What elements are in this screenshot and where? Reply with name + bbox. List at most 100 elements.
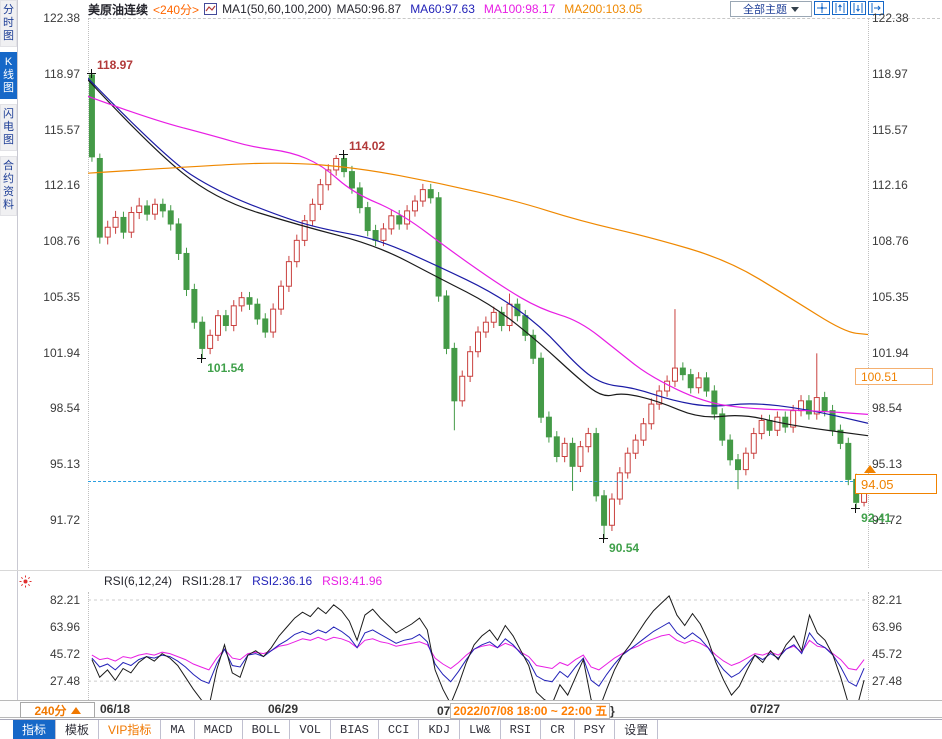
rsi-label-left-2: 45.72: [49, 647, 80, 661]
price-label-left-8: 95.13: [49, 457, 80, 472]
candle-body: [837, 429, 844, 444]
rsi-values: RSI1:28.17 RSI2:36.16 RSI3:41.96: [182, 574, 392, 588]
plot-right-border: [868, 18, 869, 568]
candle-body: [601, 495, 608, 526]
toolbar-tab-5[interactable]: BOLL: [243, 720, 291, 739]
toolbar-tab-11[interactable]: RSI: [501, 720, 542, 739]
current-price-value: 94.05: [861, 476, 894, 492]
compress-horizontal-icon[interactable]: [832, 1, 848, 15]
price-label-right-9: 91.72: [872, 512, 903, 527]
price-label-right-5: 105.35: [872, 289, 909, 304]
candle-body: [624, 452, 631, 474]
toolbar-tab-0[interactable]: 指标: [13, 720, 57, 739]
indicator-settings-icon[interactable]: [19, 575, 32, 588]
candle-body: [199, 321, 206, 349]
candle-body: [285, 261, 292, 287]
candle-body: [727, 439, 734, 461]
pane-separator: [0, 570, 942, 571]
sidebar-tab-2[interactable]: 闪 电 图: [0, 104, 17, 151]
dropdown-arrow-icon: [791, 6, 799, 12]
candle-body: [553, 436, 560, 457]
candle-body: [475, 331, 481, 353]
plot-left-border: [88, 18, 89, 568]
price-label-right-4: 108.76: [872, 234, 909, 249]
toolbar-tab-2[interactable]: VIP指标: [99, 720, 162, 739]
candle-body: [96, 157, 103, 238]
toolbar-tab-1[interactable]: 模板: [56, 720, 100, 739]
candle-body: [222, 315, 229, 327]
rsi-right-border: [868, 592, 869, 710]
candle-body: [482, 321, 489, 333]
theme-dropdown[interactable]: 全部主题: [730, 1, 812, 17]
ma-group-label: MA1(50,60,100,200): [222, 2, 332, 16]
candle-body: [498, 311, 505, 327]
candle-body: [396, 215, 403, 225]
chart-type-icon[interactable]: [204, 3, 218, 15]
candle-body: [719, 413, 726, 441]
shift-right-icon[interactable]: [868, 1, 884, 15]
symbol-title: 美原油连续: [88, 2, 149, 17]
candle-body: [845, 442, 852, 480]
candle-body: [593, 433, 600, 497]
rsi-left-border: [88, 592, 89, 710]
candle-body: [356, 187, 363, 209]
candle-body: [656, 390, 663, 405]
candle-body: [348, 171, 355, 189]
candle-body: [545, 416, 552, 438]
toolbar-tab-6[interactable]: VOL: [290, 720, 332, 739]
rsi-label-right-2: 45.72: [872, 647, 903, 661]
toolbar-tab-3[interactable]: MA: [161, 720, 195, 739]
rsi-formula-label: RSI(6,12,24): [104, 574, 173, 588]
candle-body: [561, 442, 568, 457]
date-label-1: 06/29: [268, 702, 299, 716]
expand-horizontal-icon[interactable]: [850, 1, 866, 15]
candle-body: [632, 439, 639, 454]
ma-line-ma100: [88, 95, 868, 415]
date-label-2: 07/27: [750, 702, 781, 716]
sidebar-tab-0[interactable]: 分 时 图: [0, 0, 17, 47]
candle-body: [435, 197, 442, 297]
price-label-left-4: 108.76: [43, 234, 80, 249]
toolbar-tab-9[interactable]: KDJ: [419, 720, 461, 739]
toolbar-tab-10[interactable]: LW&: [460, 720, 501, 739]
price-label-right-3: 112.16: [872, 178, 908, 193]
rsi-label-left-0: 82.21: [49, 593, 80, 607]
rsi-header: RSI(6,12,24) RSI1:28.17 RSI2:36.16 RSI3:41…: [104, 574, 392, 588]
toolbar-tab-12[interactable]: CR: [541, 720, 575, 739]
candle-body: [451, 347, 458, 402]
toolbar-tab-14[interactable]: 设置: [615, 720, 659, 739]
candle-body: [427, 189, 434, 199]
sidebar-tab-3[interactable]: 合 约 资 料: [0, 156, 17, 216]
date-tooltip: 07 2022/07/08 18:00 ~ 22:00 五}: [437, 702, 615, 719]
date-tooltip-suffix: }: [610, 704, 615, 718]
candle-body: [459, 375, 466, 402]
rsi-label-left-3: 27.48: [49, 674, 80, 688]
toolbar-tab-13[interactable]: PSY: [575, 720, 616, 739]
sidebar: 分 时 图 K 线 图闪 电 图合 约 资 料: [0, 0, 17, 221]
price-label-right-6: 101.94: [872, 345, 909, 360]
price-label-left-7: 98.54: [49, 401, 80, 416]
candle-body: [230, 305, 237, 327]
toolbar-tab-4[interactable]: MACD: [195, 720, 243, 739]
price-label-left-2: 115.57: [44, 122, 80, 137]
toolbar-tab-7[interactable]: BIAS: [331, 720, 379, 739]
candle-body: [742, 452, 749, 471]
crosshair-icon[interactable]: [814, 1, 830, 15]
time-axis: 240分 06/18 06/29 07/27 07 2022/07/08 18:00 …: [0, 700, 942, 719]
candle-body: [301, 220, 308, 241]
period-label[interactable]: <240分>: [153, 2, 200, 17]
candle-body: [372, 230, 379, 241]
price-label-right-2: 115.57: [872, 122, 908, 137]
toolbar-tab-8[interactable]: CCI: [379, 720, 420, 739]
indicator-toolbar: 指标 模板 VIP指标 MA MACD BOLL VOL BIAS CCI KDJ LW& RSI CR…: [0, 719, 942, 739]
rsi-chart[interactable]: [88, 592, 868, 710]
candle-body: [388, 215, 395, 230]
candle-body: [136, 205, 143, 214]
date-label-0: 06/18: [100, 702, 131, 716]
period-selector[interactable]: 240分: [20, 702, 95, 718]
candle-body: [278, 285, 285, 310]
candle-body: [183, 252, 190, 290]
candle-body: [88, 74, 95, 158]
sidebar-tab-1[interactable]: K 线 图: [0, 52, 17, 99]
candlestick-chart[interactable]: [88, 18, 868, 568]
